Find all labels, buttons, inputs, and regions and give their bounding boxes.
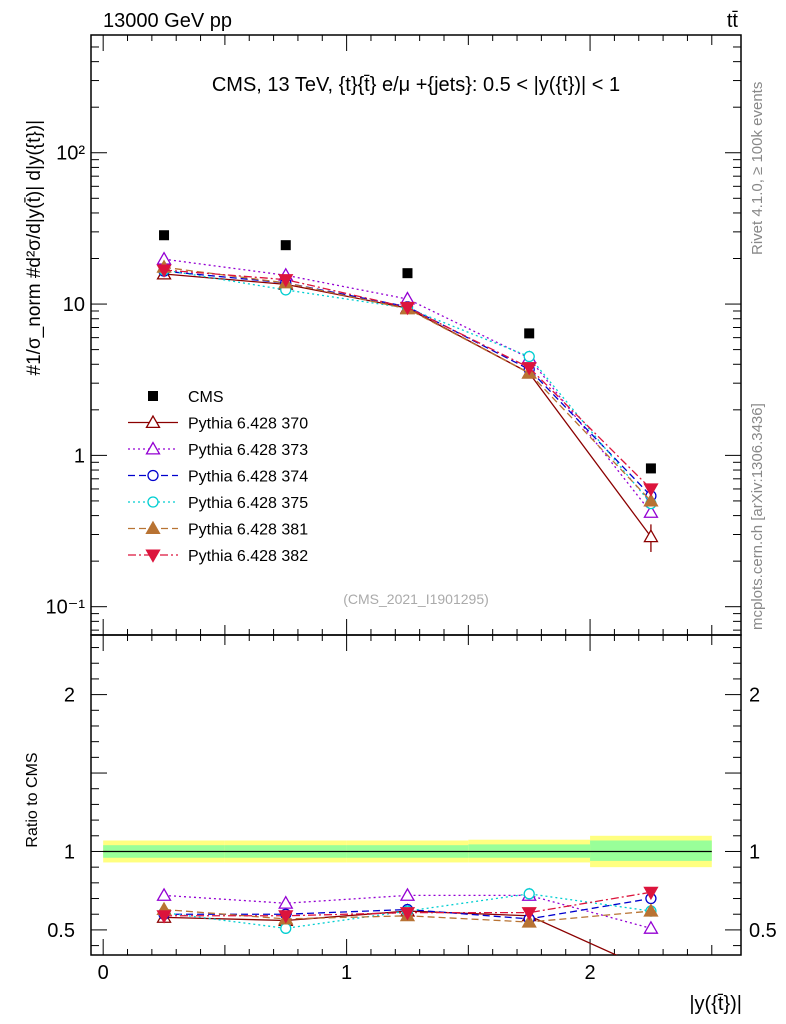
ratio-data-point: [521, 907, 537, 921]
main-plot-frame: [90, 34, 742, 636]
ratio-y-tick-label: 2: [64, 685, 75, 707]
main-data-point: [643, 483, 659, 497]
main-y-axis-label: #1/σ_norm #d²σ/d|y(t̄)| d|y({t})|: [24, 120, 45, 375]
ratio-data-point: [278, 895, 294, 909]
header-process: 13000 GeV pp: [103, 10, 232, 32]
legend-marker: [145, 520, 161, 535]
ratio-data-point: [643, 886, 659, 901]
ratio-band-inner: [590, 840, 712, 861]
ratio-y-axis-label: Ratio to CMS: [24, 752, 41, 847]
main-data-point: [521, 362, 537, 376]
ratio-panel: 0.5 0.5 1 1 2 2 0 1 2: [47, 634, 777, 984]
ratio-data-point: [399, 907, 416, 921]
ratio-data-point: [523, 888, 535, 900]
side-rivet-label: Rivet 4.1.0, ≥ 100k events: [749, 82, 766, 255]
legend-label: Pythia 6.428 374: [188, 469, 308, 486]
legend-label: CMS: [188, 389, 224, 406]
header-final-state: tt̄: [727, 10, 739, 32]
main-y-tick-label: 10: [63, 294, 85, 316]
x-tick-label: 1: [341, 962, 352, 984]
main-data-point: [524, 328, 535, 339]
main-data-point: [278, 274, 294, 288]
ratio-data-point: [643, 903, 659, 917]
ratio-y-tick-label-right: 0.5: [749, 920, 777, 942]
ratio-series-clipped: [156, 886, 659, 955]
x-tick-label: 2: [585, 962, 596, 984]
legend-marker: [145, 441, 161, 455]
ratio-series-group: [156, 886, 659, 955]
legend-label: Pythia 6.428 382: [188, 548, 308, 565]
ratio-y-tick-label: 0.5: [47, 920, 75, 942]
main-data-point: [643, 493, 659, 507]
main-y-tick-label: 10²: [56, 143, 85, 165]
main-data-point: [159, 230, 170, 241]
ratio-series-line: [163, 894, 652, 929]
legend-marker: [147, 469, 159, 482]
main-y-tick-label: 10⁻¹: [46, 597, 86, 619]
ratio-data-point: [280, 922, 292, 934]
main-data-point: [523, 350, 535, 363]
main-panel: 10⁻¹ 1 10 10²: [46, 34, 742, 636]
analysis-watermark: (CMS_2021_I1901295): [343, 591, 489, 607]
x-axis-label: |y({t̄})|: [689, 993, 742, 1015]
legend-label: Pythia 6.428 370: [188, 416, 308, 433]
main-data-point: [280, 240, 291, 251]
ratio-data-point: [278, 910, 294, 924]
ratio-data-point: [521, 914, 537, 928]
ratio-plot-frame: [90, 634, 742, 956]
main-y-tick-label: 1: [74, 445, 85, 467]
side-mcplots-label: mcplots.cern.ch [arXiv:1306.3436]: [749, 403, 766, 630]
main-data-point: [643, 528, 659, 543]
ratio-y-tick-label: 1: [64, 841, 75, 863]
x-tick-label: 0: [98, 962, 109, 984]
ratio-data-point: [643, 920, 659, 934]
ratio-data-point: [156, 910, 172, 924]
ratio-data-point: [399, 887, 416, 901]
main-data-point: [402, 268, 413, 279]
legend-marker: [145, 414, 161, 429]
ratio-y-tick-label-right: 2: [749, 685, 760, 707]
legend: CMS Pythia 6.428 370 Pythia 6.428 373 Pythi…: [128, 389, 308, 565]
legend-label: Pythia 6.428 373: [188, 442, 308, 459]
main-series-group: [156, 230, 659, 552]
main-data-point: [645, 463, 656, 474]
legend-marker: [148, 391, 158, 401]
main-data-point: [399, 301, 416, 316]
legend-label: Pythia 6.428 375: [188, 495, 308, 512]
ratio-y-tick-label-right: 1: [749, 841, 760, 863]
main-title: CMS, 13 TeV, {t}{t̄} e/μ +{jets}: 0.5 < …: [212, 74, 620, 96]
legend-label: Pythia 6.428 381: [188, 522, 308, 539]
ratio-data-point: [156, 887, 172, 901]
legend-marker: [145, 549, 161, 563]
legend-marker: [147, 496, 159, 508]
main-data-point: [643, 504, 659, 518]
main-data-point: [156, 264, 172, 278]
